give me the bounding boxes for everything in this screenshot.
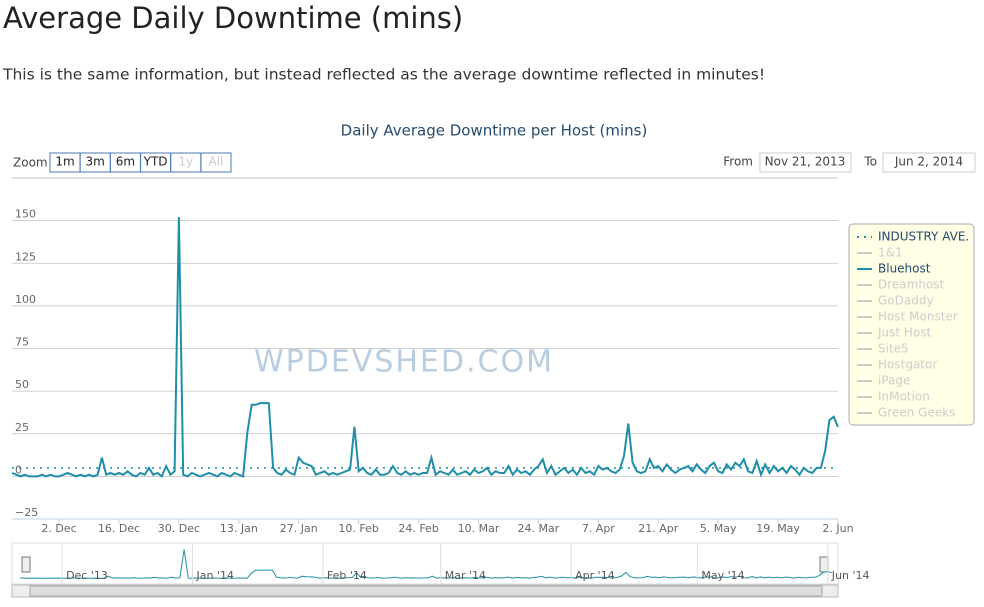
navigator-label: Apr '14 bbox=[575, 569, 615, 582]
to-input[interactable] bbox=[882, 152, 976, 173]
y-tick-label: 25 bbox=[15, 421, 29, 434]
x-tick-label: 7. Apr bbox=[582, 522, 615, 535]
y-tick-label: 150 bbox=[15, 208, 36, 221]
legend-label[interactable]: Green Geeks bbox=[878, 406, 955, 420]
from-input[interactable] bbox=[759, 152, 852, 173]
navigator-line bbox=[19, 549, 833, 579]
legend-label[interactable]: Host Monster bbox=[878, 310, 958, 324]
from-label: From bbox=[723, 155, 753, 169]
zoom-label: Zoom bbox=[13, 156, 48, 170]
navigator-handle[interactable] bbox=[21, 556, 31, 573]
y-tick-label: 50 bbox=[15, 378, 29, 391]
x-tick-label: 19. May bbox=[756, 522, 800, 535]
legend-label[interactable]: 1&1 bbox=[878, 246, 903, 260]
legend-label[interactable]: iPage bbox=[878, 374, 910, 388]
x-tick-label: 30. Dec bbox=[158, 522, 200, 535]
to-label: To bbox=[863, 155, 877, 169]
x-tick-label: 10. Feb bbox=[338, 522, 378, 535]
legend-label[interactable]: Dreamhost bbox=[878, 278, 945, 292]
intro-text: This is the same information, but instea… bbox=[2, 66, 765, 84]
navigator-handle[interactable] bbox=[819, 556, 829, 573]
legend-box bbox=[848, 223, 975, 426]
x-tick-label: 27. Jan bbox=[280, 522, 318, 535]
y-tick-label: 100 bbox=[15, 293, 36, 306]
legend-label[interactable]: GoDaddy bbox=[878, 294, 934, 308]
watermark: WPDEVSHED.COM bbox=[254, 345, 554, 380]
navigator-label: Feb '14 bbox=[327, 569, 367, 582]
y-tick-label: 75 bbox=[15, 336, 29, 349]
x-tick-label: 24. Feb bbox=[398, 522, 438, 535]
x-tick-label: 2. Jun bbox=[822, 522, 853, 535]
zoom-button-label: 3m bbox=[86, 155, 105, 169]
x-tick-label: 16. Dec bbox=[98, 522, 140, 535]
page-heading: Average Daily Downtime (mins) bbox=[3, 1, 463, 35]
x-tick-label: 13. Jan bbox=[220, 522, 258, 535]
navigator-label: May '14 bbox=[701, 569, 744, 582]
legend-label[interactable]: Bluehost bbox=[878, 262, 931, 276]
x-tick-label: 21. Apr bbox=[638, 522, 678, 535]
chart-title: Daily Average Downtime per Host (mins) bbox=[341, 122, 648, 140]
navigator-label: Jun '14 bbox=[831, 569, 870, 582]
zoom-button-label: 1m bbox=[55, 155, 74, 169]
navigator-label: Dec '13 bbox=[66, 569, 108, 582]
zoom-button-label: 1y bbox=[178, 155, 193, 169]
scrollbar-thumb[interactable] bbox=[29, 585, 823, 597]
y-tick-label: 0 bbox=[15, 463, 22, 476]
legend-label[interactable]: INDUSTRY AVE. bbox=[878, 230, 969, 244]
x-tick-label: 10. Mar bbox=[458, 522, 500, 535]
zoom-button-label: All bbox=[209, 155, 224, 169]
to-date: Jun 2, 2014 bbox=[894, 155, 963, 169]
navigator-label: Mar '14 bbox=[445, 569, 486, 582]
zoom-button bbox=[200, 152, 232, 173]
from-date: Nov 21, 2013 bbox=[765, 155, 846, 169]
x-tick-label: 2. Dec bbox=[41, 522, 76, 535]
x-tick-label: 5. May bbox=[700, 522, 737, 535]
series-line bbox=[11, 217, 839, 479]
y-tick-label: 125 bbox=[15, 250, 36, 263]
legend-label[interactable]: InMotion bbox=[878, 390, 930, 404]
x-tick-label: 24. Mar bbox=[518, 522, 560, 535]
legend-label[interactable]: Just Host bbox=[877, 326, 932, 340]
zoom-button-label: 6m bbox=[116, 155, 135, 169]
navigator bbox=[11, 542, 839, 585]
legend-label[interactable]: Hostgator bbox=[878, 358, 937, 372]
navigator-label: Jan '14 bbox=[195, 569, 233, 582]
y-tick-label: −25 bbox=[15, 506, 38, 519]
zoom-button-label: YTD bbox=[143, 155, 168, 169]
legend-label[interactable]: Site5 bbox=[878, 342, 909, 356]
